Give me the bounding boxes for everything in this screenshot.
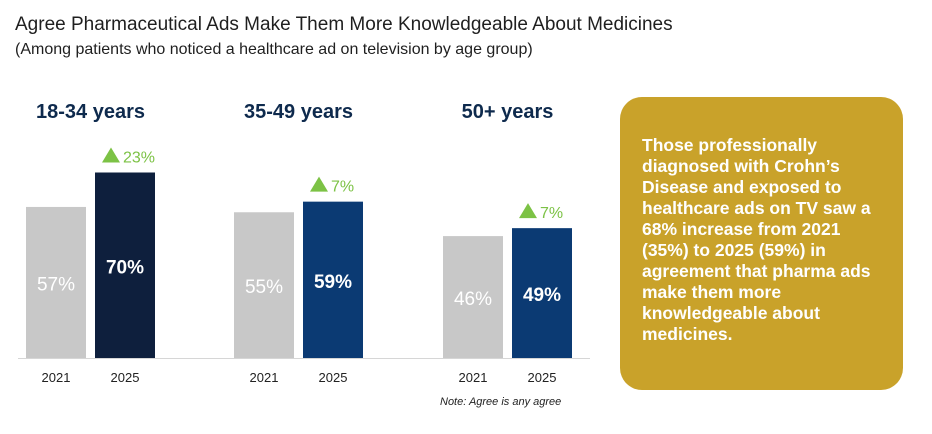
bar-2021 bbox=[26, 206, 86, 358]
bar-2025 bbox=[95, 172, 155, 358]
change-label: 7% bbox=[331, 179, 354, 196]
increase-triangle-icon bbox=[519, 203, 537, 219]
bar-chart: 18-34 years 57% 2021 70% 2025 23% 35-49 years 5… bbox=[18, 101, 590, 385]
bar-value-label: 59% bbox=[314, 272, 352, 293]
bar-value-label: 55% bbox=[245, 277, 283, 298]
change-label: 7% bbox=[540, 205, 563, 222]
x-tick-label: 2021 bbox=[459, 370, 488, 385]
bar-value-label: 49% bbox=[523, 285, 561, 306]
x-tick-label: 2021 bbox=[42, 370, 71, 385]
x-tick-label: 2021 bbox=[250, 370, 279, 385]
x-tick-label: 2025 bbox=[111, 370, 140, 385]
chart-title: Agree Pharmaceutical Ads Make Them More … bbox=[15, 14, 673, 35]
change-label: 23% bbox=[123, 150, 155, 167]
bar-2025 bbox=[512, 228, 572, 358]
bar-value-label: 46% bbox=[454, 289, 492, 310]
chart-subtitle: (Among patients who noticed a healthcare… bbox=[15, 41, 533, 58]
bar-2025 bbox=[303, 201, 363, 358]
callout-box: Those professionally diagnosed with Croh… bbox=[620, 97, 903, 390]
increase-triangle-icon bbox=[310, 176, 328, 192]
x-tick-label: 2025 bbox=[528, 370, 557, 385]
bar-value-label: 57% bbox=[37, 274, 75, 295]
bar-value-label: 70% bbox=[106, 257, 144, 278]
footnote: Note: Agree is any agree bbox=[440, 396, 562, 408]
bar-2021 bbox=[234, 212, 294, 358]
group-label: 35-49 years bbox=[244, 101, 353, 123]
callout-text: Those professionally diagnosed with Croh… bbox=[642, 135, 871, 344]
bar-2021 bbox=[443, 236, 503, 358]
x-tick-label: 2025 bbox=[319, 370, 348, 385]
group-label: 18-34 years bbox=[36, 101, 145, 123]
increase-triangle-icon bbox=[102, 147, 120, 163]
group-label: 50+ years bbox=[462, 101, 554, 123]
